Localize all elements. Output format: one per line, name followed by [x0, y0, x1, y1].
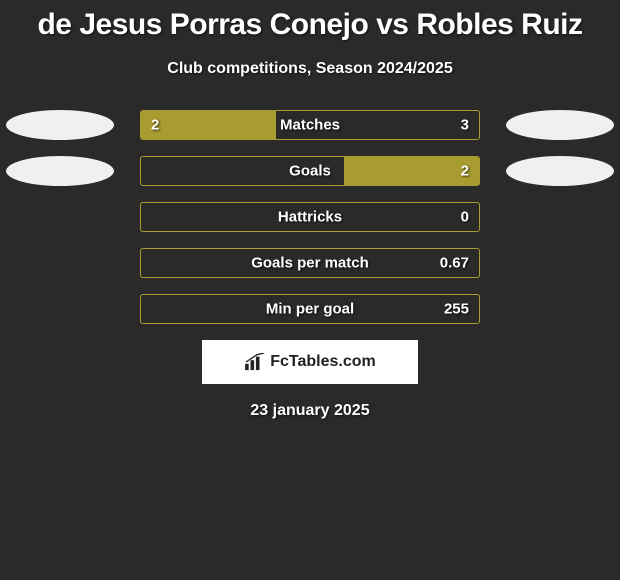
stat-row: Hattricks 0 — [0, 202, 620, 232]
page-title: de Jesus Porras Conejo vs Robles Ruiz — [0, 8, 620, 42]
stat-label: Goals per match — [251, 255, 369, 272]
stat-row: Min per goal 255 — [0, 294, 620, 324]
stat-label: Hattricks — [278, 209, 342, 226]
stat-bar: Goals per match 0.67 — [140, 248, 480, 278]
player-left-marker — [6, 156, 114, 186]
stat-value-right: 0 — [461, 209, 469, 226]
stat-bar: Min per goal 255 — [140, 294, 480, 324]
subtitle: Club competitions, Season 2024/2025 — [0, 60, 620, 78]
brand-text: FcTables.com — [270, 353, 376, 371]
stat-rows: 2 Matches 3 Goals 2 Hattricks 0 Goals per match… — [0, 110, 620, 324]
stat-label: Matches — [280, 117, 340, 134]
stat-bar: Hattricks 0 — [140, 202, 480, 232]
stat-value-right: 255 — [444, 301, 469, 318]
stat-label: Goals — [289, 163, 331, 180]
stat-bar: 2 Matches 3 — [140, 110, 480, 140]
stat-bar: Goals 2 — [140, 156, 480, 186]
chart-icon — [244, 353, 266, 371]
stat-row: 2 Matches 3 — [0, 110, 620, 140]
stat-value-right: 2 — [461, 163, 469, 180]
comparison-infographic: de Jesus Porras Conejo vs Robles Ruiz Cl… — [0, 0, 620, 420]
stat-row: Goals 2 — [0, 156, 620, 186]
player-right-marker — [506, 156, 614, 186]
brand-badge: FcTables.com — [202, 340, 418, 384]
player-left-marker — [6, 110, 114, 140]
bar-fill-right — [344, 157, 479, 185]
stat-value-left: 2 — [151, 117, 159, 134]
stat-row: Goals per match 0.67 — [0, 248, 620, 278]
stat-label: Min per goal — [266, 301, 354, 318]
stat-value-right: 0.67 — [440, 255, 469, 272]
date-label: 23 january 2025 — [0, 402, 620, 420]
stat-value-right: 3 — [461, 117, 469, 134]
player-right-marker — [506, 110, 614, 140]
bar-fill-left — [141, 111, 276, 139]
